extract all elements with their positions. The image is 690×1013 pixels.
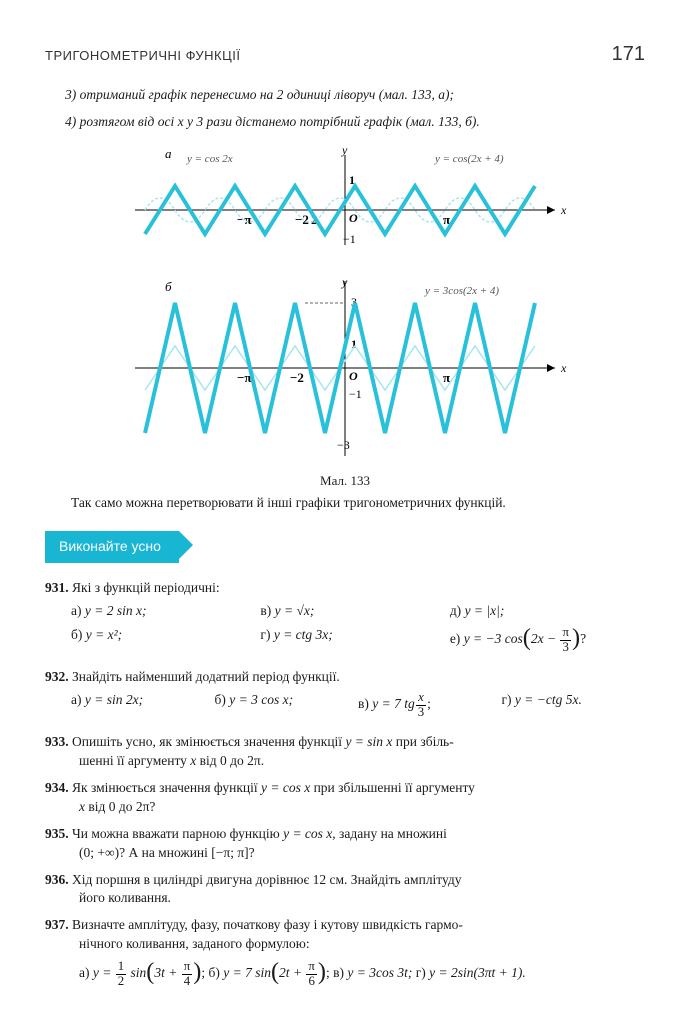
section-banner: Виконайте усно	[45, 531, 179, 563]
label-b: б	[165, 279, 172, 294]
p931-e: е) y = −3 cos(2x − π3)?	[450, 626, 639, 654]
figure-133b: б y = 3cos(2x + 4) y x O 1 3 −1 −3 −π −2…	[105, 276, 585, 461]
p932-g: г) y = −ctg 5x.	[502, 691, 646, 719]
p932-a: а) y = sin 2x;	[71, 691, 215, 719]
tick-neg2-b: −2	[290, 370, 304, 385]
chapter-title: ТРИГОНОМЕТРИЧНІ ФУНКЦІЇ	[45, 47, 240, 65]
p931-a: а) y = 2 sin x;	[71, 602, 260, 621]
axis-y-label: y	[341, 143, 348, 157]
page-number: 171	[612, 40, 645, 68]
p932-v: в) y = 7 tgx3;	[358, 691, 502, 719]
p931-v: в) y = √x;	[260, 602, 449, 621]
p931-d: д) y = |x|;	[450, 602, 639, 621]
page-header: ТРИГОНОМЕТРИЧНІ ФУНКЦІЇ 171	[45, 40, 645, 68]
label-a: а	[165, 146, 172, 161]
tick-negpi-a: −π	[237, 212, 252, 227]
problem-936: 936. Хід поршня в циліндрі двигуна дорів…	[45, 871, 645, 909]
problem-934: 934. Як змінюється значення функції y = …	[45, 779, 645, 817]
eq-cos2x4: y = cos(2x + 4)	[434, 153, 504, 165]
problem-937: 937. Визначте амплітуду, фазу, початкову…	[45, 916, 645, 988]
axis-x-b: x	[560, 361, 567, 375]
p932-b: б) y = 3 cos x;	[215, 691, 359, 719]
figure-133: а y = cos 2x y = cos(2x + 4) y x O 1 −1 …	[45, 140, 645, 468]
eq-3cos: y = 3cos(2x + 4)	[424, 285, 499, 297]
tick-neg3: −3	[337, 438, 350, 452]
problem-931: 931. Які з функцій періодичні: а) y = 2 …	[45, 579, 645, 661]
figure-133a: а y = cos 2x y = cos(2x + 4) y x O 1 −1 …	[105, 140, 585, 270]
eq-cos2x: y = cos 2x	[186, 153, 233, 165]
problem-935: 935. Чи можна вважати парною функцію y =…	[45, 825, 645, 863]
axis-x-label: x	[560, 203, 567, 217]
intro-line-4: 4) розтягом від осі x у 3 рази дістанемо…	[65, 113, 645, 132]
p931-g: г) y = ctg 3x;	[260, 626, 449, 654]
problem-933: 933. Опишіть усно, як змінюється значенн…	[45, 733, 645, 771]
origin-b: O	[349, 369, 358, 383]
after-figure-text: Так само можна перетворювати й інші граф…	[45, 494, 645, 513]
section-banner-label: Виконайте усно	[59, 538, 161, 554]
problem-932: 932. Знайдіть найменший додатний період …	[45, 668, 645, 725]
tick-neg1b: −1	[349, 387, 362, 401]
figure-caption: Мал. 133	[45, 472, 645, 490]
axis-y-b: y	[341, 276, 348, 289]
intro-line-3: 3) отриманий графік перенесимо на 2 один…	[65, 86, 645, 105]
tick-neg1: −1	[343, 232, 356, 246]
p931-b: б) y = x²;	[71, 626, 260, 654]
